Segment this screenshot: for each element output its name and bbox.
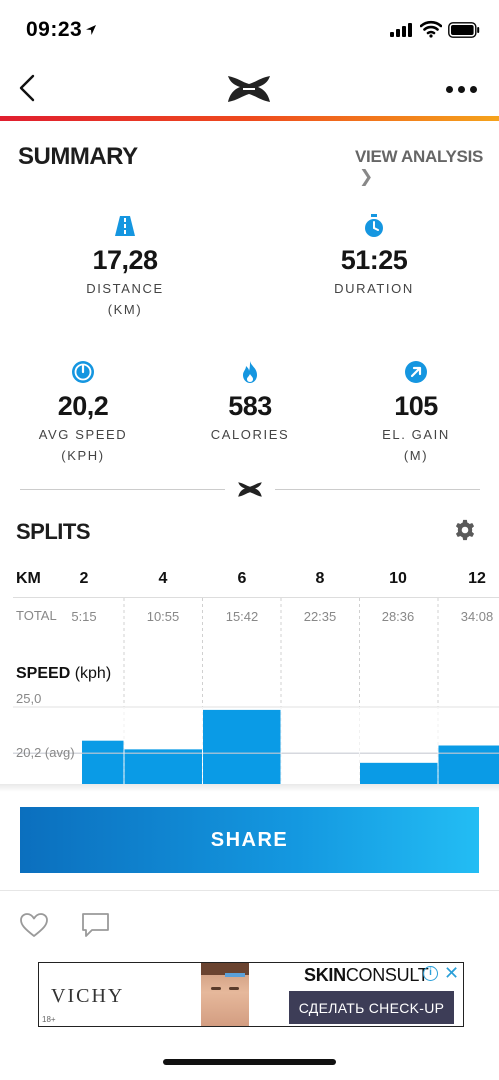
- speed-bar: [360, 762, 438, 784]
- ad-brand: VICHY: [51, 985, 125, 1007]
- status-time: 09:23: [26, 18, 97, 42]
- stat-calories: 583 CALORIES: [170, 360, 330, 442]
- el-gain-label: EL. GAIN: [382, 427, 450, 442]
- speed-chart: [13, 598, 499, 786]
- cellular-signal-icon: [390, 23, 412, 37]
- stopwatch-icon: [365, 214, 383, 237]
- location-arrow-icon: [86, 25, 97, 35]
- speedometer-icon: [72, 361, 94, 383]
- speed-chart-title: SPEED (kph): [16, 665, 111, 683]
- chevron-right-icon: ❯: [359, 167, 373, 186]
- back-button[interactable]: [16, 72, 40, 104]
- distance-unit: (KM): [107, 302, 143, 317]
- distance-label: DISTANCE: [86, 281, 164, 296]
- ad-title-rest: CONSULT: [345, 965, 429, 985]
- ad-title-bold: SKIN: [304, 965, 346, 985]
- ad-title: SKINCONSULT: [304, 965, 429, 986]
- distance-value: 17,28: [92, 245, 158, 275]
- wifi-icon: [420, 20, 442, 38]
- speed-max-label: 25,0: [16, 691, 42, 706]
- stat-duration: 51:25 DURATION: [294, 214, 454, 296]
- split-total: 5:15: [71, 609, 97, 624]
- speed-unit-text: (kph): [74, 665, 112, 682]
- battery-icon: [448, 22, 480, 38]
- under-armour-logo: [228, 76, 270, 102]
- ad-cta-button[interactable]: СДЕЛАТЬ CHECK-UP: [289, 991, 454, 1024]
- duration-value: 51:25: [340, 245, 408, 275]
- splits-header-line: [13, 597, 499, 598]
- scroll-fade: [0, 784, 499, 792]
- close-icon[interactable]: ✕: [444, 963, 460, 983]
- avg-speed-label: AVG SPEED: [38, 427, 128, 442]
- more-button[interactable]: [444, 78, 480, 98]
- road-icon: [115, 216, 135, 236]
- total-label: TOTAL: [16, 608, 57, 623]
- split-total: 28:36: [381, 609, 415, 624]
- km-marker: 10: [389, 570, 407, 587]
- calories-value: 583: [228, 391, 272, 421]
- home-indicator[interactable]: [163, 1059, 336, 1065]
- calories-label: CALORIES: [210, 427, 290, 442]
- split-total: 34:08: [460, 609, 494, 624]
- view-analysis-label: VIEW ANALYSIS: [355, 147, 484, 166]
- section-divider-right: [275, 489, 480, 490]
- ad-age-rating: 18+: [42, 1015, 56, 1024]
- comment-icon[interactable]: [81, 912, 110, 938]
- header-gradient-bar: [0, 116, 499, 121]
- split-total: 10:55: [146, 609, 180, 624]
- nav-bar: [0, 60, 499, 118]
- stat-distance: 17,28 DISTANCE (KM): [45, 214, 205, 317]
- time-text: 09:23: [26, 18, 83, 41]
- splits-title: SPLITS: [16, 519, 91, 544]
- ad-banner[interactable]: VICHY 18+ SKINCONSULT i ✕ СДЕЛАТЬ CHECK-…: [38, 962, 464, 1027]
- km-marker: 4: [158, 570, 168, 587]
- split-total: 22:35: [303, 609, 337, 624]
- avg-speed-unit: (KPH): [61, 448, 105, 463]
- duration-label: DURATION: [334, 281, 414, 296]
- speed-bar: [203, 709, 281, 784]
- km-marker: 12: [468, 570, 486, 587]
- share-button[interactable]: SHARE: [20, 807, 479, 873]
- section-divider-left: [20, 489, 225, 490]
- ad-face-image: [201, 963, 249, 1026]
- heart-icon[interactable]: [19, 912, 49, 938]
- stat-el-gain: 105 EL. GAIN (M): [336, 360, 496, 463]
- el-gain-value: 105: [394, 391, 438, 421]
- avg-speed-value: 20,2: [57, 391, 109, 421]
- speed-avg-label: 20,2 (avg): [16, 745, 75, 760]
- km-marker: 6: [237, 570, 247, 587]
- under-armour-logo: [238, 482, 262, 497]
- summary-title: SUMMARY: [18, 143, 138, 170]
- flame-icon: [243, 361, 257, 383]
- km-label: KM: [16, 570, 41, 587]
- view-analysis-link[interactable]: VIEW ANALYSIS❯: [355, 147, 499, 187]
- share-divider: [0, 890, 499, 891]
- split-total: 15:42: [225, 609, 259, 624]
- speed-bar: [438, 745, 499, 784]
- arrow-up-right-icon: [405, 361, 427, 383]
- km-marker: 2: [79, 570, 89, 587]
- stat-avg-speed: 20,2 AVG SPEED (KPH): [3, 360, 163, 463]
- speed-bar: [124, 749, 202, 784]
- el-gain-unit: (M): [403, 448, 429, 463]
- status-bar: 09:23: [0, 0, 499, 60]
- info-icon[interactable]: i: [423, 966, 438, 981]
- speed-bar: [82, 740, 124, 784]
- speed-title-text: SPEED: [16, 665, 71, 682]
- km-marker: 8: [315, 570, 325, 587]
- gear-icon[interactable]: [454, 519, 476, 541]
